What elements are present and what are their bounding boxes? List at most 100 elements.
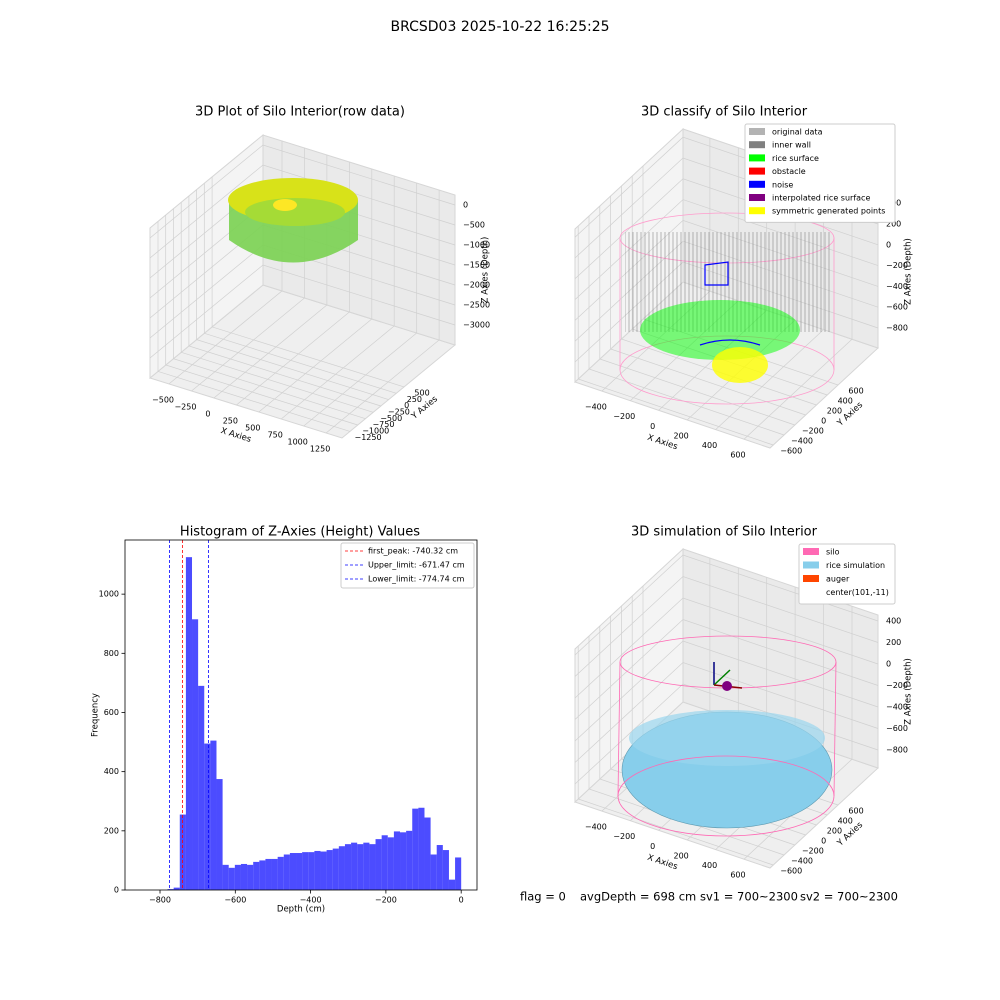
y-tick-label: 250 — [407, 395, 422, 404]
z-tick-label: −200 — [886, 261, 908, 270]
legend-label: rice surface — [772, 154, 819, 163]
y-tick-label: 500 — [414, 388, 429, 397]
z-axis-label: Z Axies (Depth) — [904, 658, 914, 725]
legend-label: noise — [772, 180, 793, 189]
cloud-spot — [273, 199, 297, 211]
bar — [296, 853, 303, 890]
y-axis-label: Frequency — [91, 693, 101, 737]
z-tick-label: −400 — [886, 282, 908, 291]
z-tick-label: 0 — [886, 240, 891, 249]
bar — [302, 852, 309, 890]
bar — [308, 852, 315, 890]
footer-text: flag = 0 — [520, 890, 566, 904]
legend-label: inner wall — [772, 141, 811, 150]
bar — [338, 846, 345, 890]
x-tick-label: −400 — [300, 896, 322, 905]
bar — [430, 854, 437, 890]
x-tick-label: 500 — [245, 423, 260, 432]
z-tick-label: −1000 — [463, 241, 490, 250]
x-tick-label: −500 — [152, 395, 174, 404]
bar — [228, 867, 235, 890]
bar — [314, 850, 321, 890]
x-tick-label: 250 — [223, 416, 238, 425]
grid-line — [149, 144, 456, 239]
y-tick-label: −400 — [791, 437, 813, 446]
z-tick-label: 0 — [886, 660, 891, 669]
y-tick-label: 0 — [404, 401, 409, 410]
bar — [265, 858, 272, 890]
y-tick-label: 400 — [104, 767, 119, 776]
grid-line — [743, 606, 853, 860]
z-tick-label: −3000 — [463, 321, 490, 330]
y-tick-label: −600 — [780, 447, 802, 456]
z-tick-label: −800 — [886, 746, 908, 755]
bar — [222, 864, 229, 890]
footer-text: avgDepth = 698 cm — [580, 890, 696, 904]
bar — [357, 844, 364, 890]
footer-text: sv2 = 700~2300 — [800, 890, 898, 904]
legend-swatch — [803, 548, 819, 555]
legend-swatch — [803, 575, 819, 582]
x-tick-label: 600 — [730, 451, 745, 460]
bar — [436, 845, 443, 890]
legend-swatch — [749, 154, 765, 162]
noise — [699, 261, 761, 346]
bar — [393, 831, 401, 890]
bar — [216, 779, 223, 890]
legend-box — [798, 543, 896, 605]
bar — [387, 837, 394, 890]
grid-line — [610, 196, 806, 416]
bar — [234, 864, 241, 890]
bar — [406, 830, 413, 890]
y-tick-label: 0 — [821, 417, 826, 426]
x-tick-label: 0 — [205, 409, 210, 418]
y-tick-label: 400 — [838, 817, 853, 826]
grid-line — [574, 640, 879, 742]
legend-label: center(101,-11) — [826, 588, 889, 597]
grid-line — [743, 186, 853, 440]
x-tick-label: −600 — [224, 896, 246, 905]
legend-swatch — [749, 194, 765, 201]
bar — [253, 861, 260, 890]
bar — [326, 850, 333, 890]
y-tick-label: 800 — [104, 649, 119, 658]
bar — [412, 808, 419, 890]
legend-swatch — [749, 128, 765, 135]
chart-title: 3D simulation of Silo Interior — [631, 525, 818, 540]
x-tick-label: 1250 — [310, 445, 330, 454]
z-tick-label: −2500 — [463, 301, 490, 310]
rice-surface — [640, 300, 800, 360]
y-tick-label: −200 — [802, 427, 824, 436]
y-tick-label: −200 — [802, 847, 824, 856]
y-tick-label: 0 — [821, 837, 826, 846]
bar — [418, 807, 425, 890]
z-tick-label: −2000 — [463, 281, 490, 290]
grid-line — [588, 216, 785, 436]
y-tick-label: 1000 — [99, 590, 119, 599]
bar — [277, 856, 284, 890]
legend-swatch — [749, 207, 765, 215]
z-axis-label: Z Axies (Depth) — [481, 237, 491, 304]
y-tick-label: −1000 — [362, 427, 389, 436]
grid-line — [599, 206, 795, 426]
legend-label: first_peak: -740.32 cm — [368, 547, 458, 556]
y-tick-label: −400 — [791, 857, 813, 866]
bar — [424, 817, 431, 890]
y-tick-label: 0 — [114, 886, 119, 895]
legend-swatch — [803, 588, 819, 596]
x-tick-label: −400 — [585, 823, 607, 832]
legend-swatch — [749, 141, 765, 149]
bar — [271, 858, 278, 890]
bar — [210, 740, 217, 890]
bar — [185, 557, 193, 890]
figure-title: BRCSD03 2025-10-22 16:25:25 — [390, 19, 609, 35]
y-tick-label: 600 — [848, 387, 863, 396]
bar — [192, 619, 199, 890]
y-tick-label: 600 — [104, 708, 119, 717]
bar — [240, 863, 248, 890]
y-tick-label: −600 — [780, 867, 802, 876]
z-tick-label: −400 — [886, 703, 908, 712]
symmetric-points — [712, 347, 768, 383]
grid-line — [577, 226, 774, 446]
